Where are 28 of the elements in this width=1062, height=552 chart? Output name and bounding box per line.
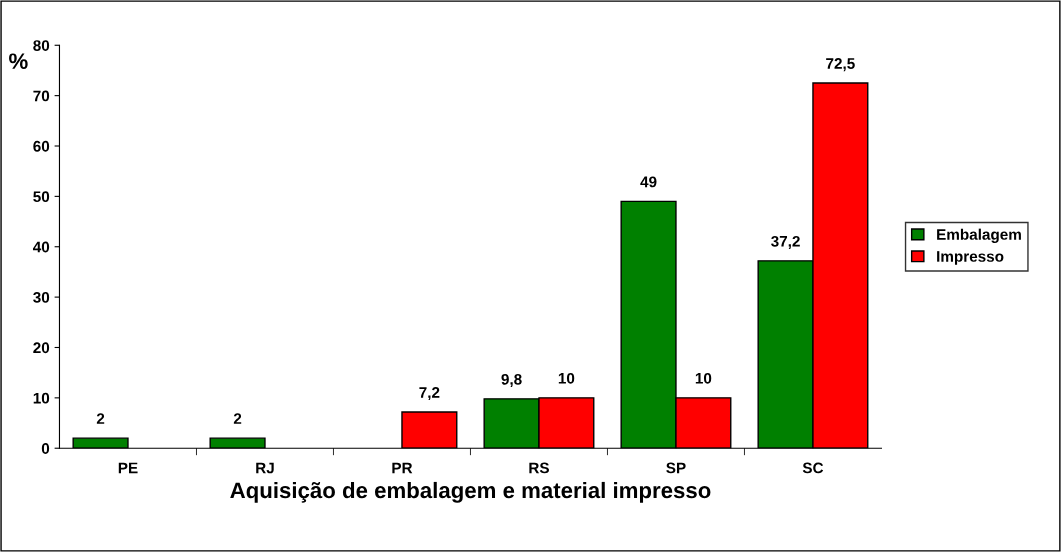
data-label: 9,8 — [501, 373, 522, 387]
x-tick-label: RS — [529, 462, 549, 474]
x-tick-label: PE — [118, 462, 138, 474]
y-tick-label: 70 — [33, 90, 50, 102]
y-tick-label: 20 — [33, 342, 50, 354]
y-tick-label: 30 — [33, 291, 50, 303]
data-label: 49 — [640, 176, 657, 188]
legend-label: Impresso — [937, 251, 1004, 265]
data-label: 10 — [695, 372, 712, 384]
x-tick-label: RJ — [256, 462, 274, 474]
data-label: 37,2 — [771, 235, 800, 249]
y-axis-title: % — [9, 53, 28, 70]
y-tick-label: 10 — [33, 392, 50, 404]
y-tick-label: 0 — [41, 443, 50, 454]
data-label: 2 — [233, 413, 242, 424]
data-label: 72,5 — [826, 58, 855, 72]
x-axis-title: Aquisição de embalagem e material impresso — [230, 481, 711, 503]
data-label: 7,2 — [419, 387, 440, 401]
data-label: 10 — [558, 372, 575, 384]
x-tick-label: PR — [392, 462, 413, 474]
y-tick-label: 50 — [33, 191, 50, 203]
y-tick-label: 80 — [33, 40, 50, 51]
y-tick-label: 60 — [33, 140, 50, 152]
data-label: 2 — [96, 413, 105, 424]
y-tick-label: 40 — [32, 241, 50, 253]
legend-label: Embalagem — [937, 228, 1021, 243]
x-tick-label: SC — [802, 462, 824, 474]
x-tick-label: SP — [666, 462, 686, 474]
